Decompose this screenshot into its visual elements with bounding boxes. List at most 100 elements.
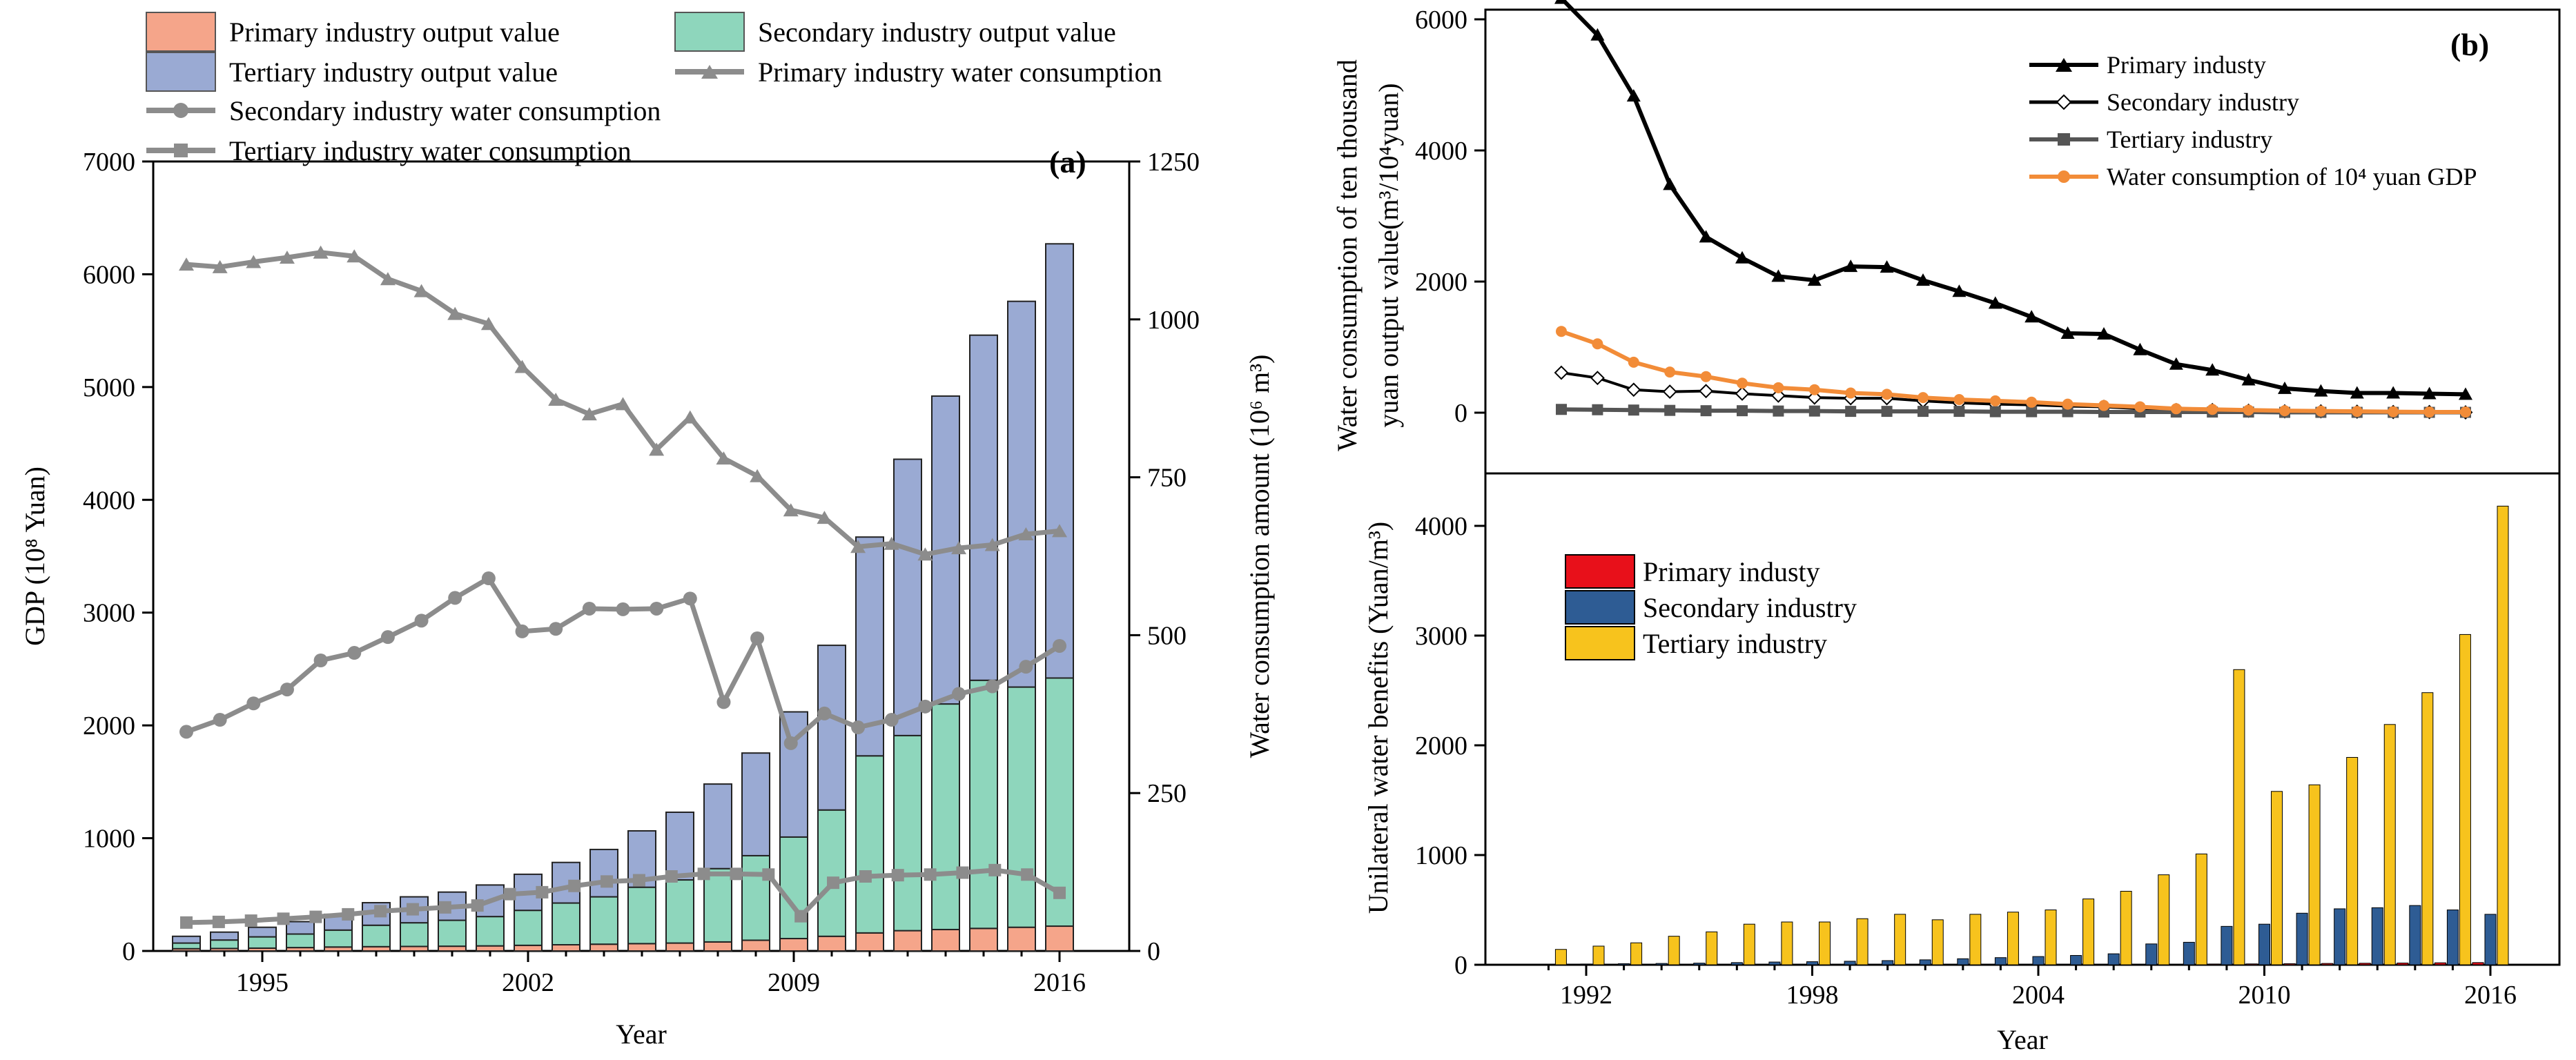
point-b-gdp: [1700, 371, 1712, 382]
point-b-secondary: [1626, 382, 1641, 398]
bar-c-primary-2015: [2434, 962, 2446, 965]
point-secondary-water: [448, 591, 462, 605]
bar-c-tertiary-1995: [1706, 931, 1718, 965]
y-tick-label-a: 4000: [83, 486, 135, 515]
bar-primary-2014: [969, 928, 998, 952]
bar-c-tertiary-2003: [2007, 912, 2019, 965]
point-secondary-water: [985, 679, 999, 694]
bar-c-tertiary-2008: [2195, 853, 2207, 965]
point-b-tertiary: [1953, 406, 1965, 418]
point-tertiary-water: [924, 868, 937, 881]
point-b-primary: [2024, 310, 2039, 323]
y-axis-title-c: Unilateral water benefits (Yuan/m³): [1363, 522, 1394, 914]
point-b-primary: [2350, 386, 2364, 399]
point-b-gdp: [1881, 389, 1893, 400]
y-tick-label-right-a: 1250: [1147, 148, 1200, 177]
legend-item-c-secondary: Secondary industry: [1565, 590, 1857, 625]
point-tertiary-water: [956, 866, 969, 879]
bar-primary-2000: [438, 945, 467, 952]
point-b-primary: [2133, 342, 2147, 355]
bar-tertiary-1993: [172, 935, 201, 944]
bar-c-primary-2009: [2208, 963, 2221, 965]
legend-c: Primary industy Secondary industry Terti…: [1565, 554, 1857, 660]
point-b-primary: [2314, 384, 2328, 397]
point-primary-water: [581, 407, 597, 421]
bar-primary-2011: [855, 932, 884, 952]
y-tick-label-c: 1000: [1415, 841, 1467, 870]
svg-text:Primary industry output value: Primary industry output value: [229, 17, 560, 48]
bar-c-primary-2011: [2283, 963, 2296, 965]
bar-c-secondary-2011: [2296, 912, 2308, 965]
y-axis-title-b-line2: yuan output value(m³/10⁴yuan): [1373, 83, 1404, 427]
svg-text:Secondary industry: Secondary industry: [2107, 88, 2299, 116]
point-tertiary-water: [180, 916, 193, 929]
panel-a: 0 1000 2000 3000 4000 5000 6000 7000 0 250 500 750 1…: [19, 12, 1275, 1050]
bar-c-tertiary-2005: [2082, 899, 2095, 965]
bar-c-tertiary-2016: [2497, 505, 2509, 965]
y-tick-label-b: 0: [1454, 399, 1467, 428]
legend-a: Primary industry output value Secondary …: [146, 12, 1162, 166]
bar-secondary-2003: [552, 902, 580, 946]
bar-secondary-1998: [362, 924, 391, 948]
point-b-gdp: [2315, 405, 2327, 417]
point-b-primary: [2422, 386, 2437, 400]
bar-c-primary-2005: [2058, 963, 2070, 965]
bar-tertiary-2008: [741, 752, 770, 856]
point-tertiary-water: [794, 910, 808, 923]
bar-secondary-2014: [969, 679, 998, 930]
legend-item-b-gdp: Water consumption of 10⁴ yuan GDP: [2029, 163, 2477, 190]
point-b-gdp: [1664, 366, 1676, 378]
point-primary-water: [1018, 527, 1034, 540]
bar-c-tertiary-2010: [2271, 791, 2283, 965]
bar-tertiary-1995: [248, 926, 277, 938]
legend-item-tertiary-output: Tertiary industry output value: [146, 52, 558, 92]
bar-c-secondary-1997: [1768, 961, 1781, 965]
point-b-primary: [2205, 363, 2220, 376]
bar-c-secondary-2006: [2107, 953, 2120, 965]
bar-c-secondary-2012: [2334, 908, 2346, 965]
bar-c-tertiary-2007: [2158, 874, 2170, 965]
svg-text:Secondary industry: Secondary industry: [1643, 592, 1857, 623]
bar-c-primary-2013: [2359, 963, 2371, 965]
x-tick-label-c: 1992: [1560, 981, 1612, 1010]
bar-tertiary-2015: [1007, 300, 1036, 688]
bar-c-primary-2006: [2095, 963, 2107, 965]
point-secondary-water: [347, 646, 362, 660]
point-tertiary-water: [891, 869, 904, 882]
legend-b: Primary industy Secondary industry Terti…: [2029, 51, 2477, 190]
point-primary-water: [313, 245, 329, 259]
point-tertiary-water: [730, 867, 743, 881]
point-primary-water: [347, 249, 362, 263]
point-secondary-water: [549, 622, 563, 636]
legend-item-b-primary: Primary industy: [2029, 51, 2266, 79]
point-b-tertiary: [1737, 405, 1748, 417]
point-b-secondary: [1554, 365, 1569, 380]
svg-text:Primary industry water consump: Primary industry water consumption: [758, 57, 1162, 88]
point-primary-water: [279, 251, 295, 264]
bar-tertiary-2016: [1045, 243, 1074, 679]
bar-c-secondary-1993: [1618, 963, 1630, 965]
point-tertiary-water: [665, 870, 678, 883]
bar-c-secondary-1991: [1542, 963, 1554, 965]
x-axis-title-c: Year: [1997, 1024, 2048, 1055]
bar-c-tertiary-1997: [1781, 921, 1793, 965]
bar-primary-2003: [552, 944, 580, 952]
legend-item-b-tertiary: Tertiary industry: [2029, 126, 2272, 153]
y-tick-label-c: 4000: [1415, 512, 1467, 541]
point-tertiary-water: [988, 863, 1002, 876]
y-tick-label-right-a: 0: [1147, 937, 1160, 966]
bar-secondary-2002: [514, 910, 543, 946]
point-b-gdp: [2351, 406, 2363, 418]
bar-primary-2001: [476, 945, 505, 952]
panel-b: 0 2000 4000 6000 (b) Water consumption of t…: [1331, 0, 2561, 475]
y-tick-label-a: 6000: [83, 260, 135, 289]
point-primary-water: [649, 442, 665, 456]
svg-text:Primary industy: Primary industy: [1643, 556, 1820, 587]
point-b-tertiary: [1700, 405, 1712, 417]
y-axis-title-right-a: Water consumption amount (10⁶ m³): [1244, 355, 1275, 758]
bar-secondary-2011: [855, 755, 884, 934]
bar-secondary-2005: [627, 886, 656, 945]
y-tick-label-b: 6000: [1415, 6, 1467, 35]
panel-c: 0 1000 2000 3000 4000 1992 1998 2004 2010 2016 Ye…: [1363, 472, 2561, 1055]
